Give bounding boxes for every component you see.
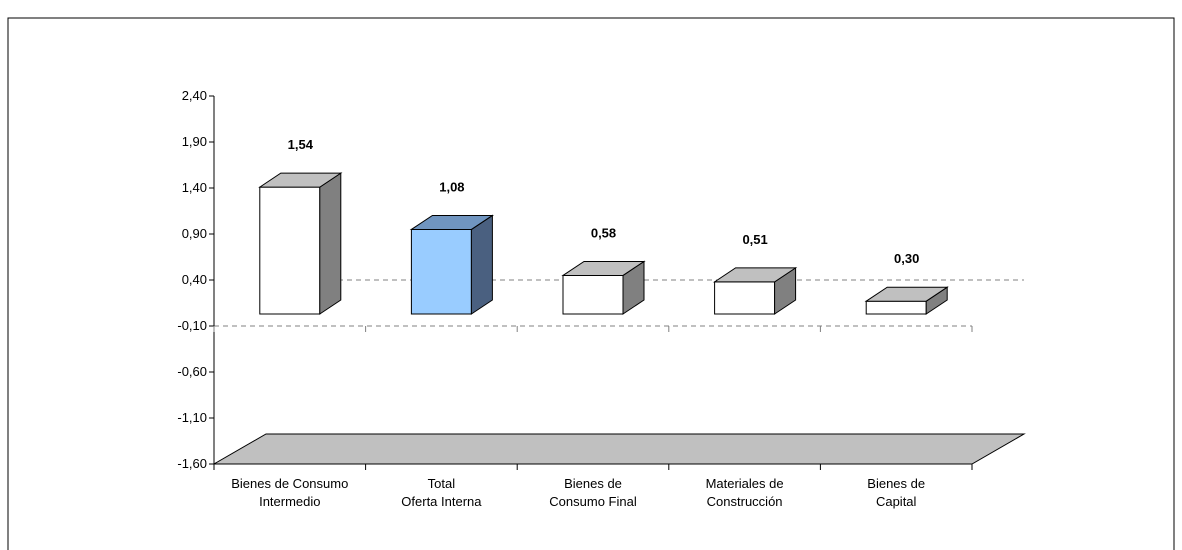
bar-side: [470, 214, 493, 315]
bar-top: [561, 260, 646, 276]
bar-front: [410, 228, 472, 315]
data-label: 0,51: [742, 232, 767, 247]
plot-area: 2,40 1,90 1,40 0,90 0,40 -0,10 -0,60 -1,10 -1,60…: [177, 88, 1026, 509]
y-tick-label: 1,90: [182, 134, 207, 149]
y-tick-label: -0,10: [177, 318, 207, 333]
x-tick-label: Bienes de Consumo: [231, 476, 348, 491]
y-tick-label: 2,40: [182, 88, 207, 103]
data-label: 0,58: [591, 225, 616, 240]
x-tick-label: Intermedio: [259, 494, 320, 509]
x-tick-label: Materiales de: [706, 476, 784, 491]
data-label: 0,30: [894, 251, 919, 266]
y-tick-label: 0,40: [182, 272, 207, 287]
bar-top: [409, 214, 495, 230]
x-tick-label: Bienes de: [867, 476, 925, 491]
bar-front: [865, 300, 927, 315]
x-tick-label: Oferta Interna: [401, 494, 482, 509]
x-tick-label: Capital: [876, 494, 917, 509]
data-label: 1,08: [439, 179, 464, 194]
y-tick-label: 0,90: [182, 226, 207, 241]
y-tick-label: 1,40: [182, 180, 207, 195]
x-tick-label: Total: [428, 476, 456, 491]
bar-top: [258, 172, 343, 188]
x-tick-label: Consumo Final: [549, 494, 637, 509]
bar-front: [714, 281, 776, 315]
bar-front: [562, 274, 624, 315]
bar-top: [864, 286, 949, 302]
x-tick-label: Bienes de: [564, 476, 622, 491]
y-tick-label: -1,60: [177, 456, 207, 471]
y-tick-label: -0,60: [177, 364, 207, 379]
bar-side: [319, 172, 342, 315]
chart-floor: [212, 433, 1026, 465]
bar-front: [259, 186, 321, 315]
y-tick-label: -1,10: [177, 410, 207, 425]
bar-top: [712, 267, 798, 283]
data-label: 1,54: [288, 137, 314, 152]
x-tick-label: Construcción: [707, 494, 783, 509]
